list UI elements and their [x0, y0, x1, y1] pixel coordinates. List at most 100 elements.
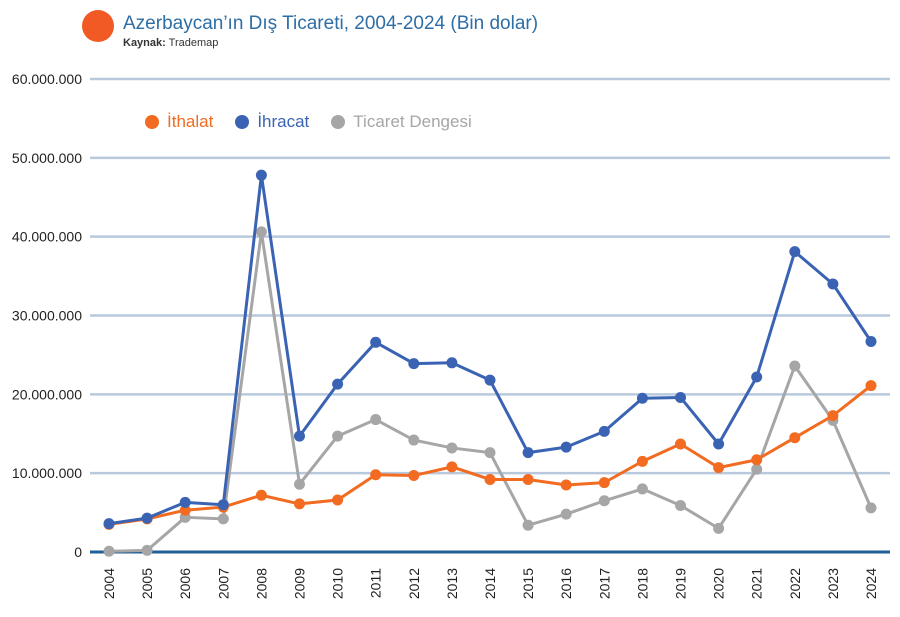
data-point — [484, 473, 496, 485]
source-value: Trademap — [168, 37, 219, 49]
data-point — [865, 502, 877, 514]
data-point — [865, 336, 877, 348]
data-point — [522, 447, 534, 459]
data-point — [484, 374, 496, 386]
x-tick-label: 2007 — [215, 568, 231, 599]
y-tick-label: 40.000.000 — [12, 229, 82, 245]
data-point — [103, 518, 115, 530]
data-point — [370, 414, 382, 426]
data-point — [713, 462, 725, 474]
data-point — [636, 483, 648, 495]
legend-marker-ithalat — [145, 115, 159, 129]
data-point — [675, 438, 686, 450]
x-tick-label: 2005 — [139, 568, 155, 599]
chart-source: Kaynak: Trademap — [123, 37, 218, 49]
data-point — [598, 495, 610, 507]
data-point — [751, 371, 763, 383]
data-point — [332, 430, 344, 442]
legend-item-ithalat: İthalat — [145, 112, 213, 132]
data-point — [294, 478, 305, 490]
y-tick-label: 50.000.000 — [12, 150, 82, 166]
data-point — [294, 498, 305, 510]
legend-label-ihracat: İhracat — [257, 112, 310, 131]
data-point — [636, 392, 648, 404]
data-point — [675, 499, 686, 511]
x-tick-label: 2012 — [406, 568, 422, 599]
x-tick-label: 2022 — [787, 568, 803, 599]
data-point — [560, 508, 572, 520]
data-point — [332, 494, 344, 506]
data-point — [370, 336, 382, 348]
data-point — [598, 425, 610, 437]
y-tick-label: 0 — [74, 544, 82, 560]
x-tick-label: 2014 — [482, 568, 498, 599]
legend-marker-ihracat — [235, 115, 250, 129]
data-point — [751, 463, 763, 475]
data-point — [179, 496, 191, 508]
data-point — [713, 522, 725, 534]
data-point — [560, 441, 572, 453]
legend-marker-ticaret-dengesi — [331, 115, 346, 129]
data-point — [141, 544, 153, 556]
data-point — [446, 442, 458, 454]
data-point — [865, 380, 877, 392]
data-point — [217, 499, 229, 511]
x-tick-label: 2013 — [444, 568, 460, 599]
x-tick-label: 2018 — [634, 568, 650, 599]
data-point — [789, 246, 801, 258]
data-point — [789, 432, 801, 444]
source-label: Kaynak: — [123, 37, 166, 49]
data-point — [294, 430, 305, 442]
chart-legend: İthalat İhracat Ticaret Dengesi — [145, 112, 472, 132]
data-point — [408, 434, 420, 446]
data-point — [332, 378, 344, 390]
x-tick-label: 2023 — [825, 568, 841, 599]
x-tick-label: 2021 — [749, 568, 765, 599]
x-tick-label: 2011 — [368, 568, 384, 598]
x-tick-label: 2016 — [558, 568, 574, 599]
x-tick-label: 2015 — [520, 568, 536, 599]
data-point — [522, 473, 534, 485]
data-point — [408, 470, 420, 482]
data-point — [141, 512, 153, 524]
y-tick-label: 30.000.000 — [12, 308, 82, 324]
legend-label-ithalat: İthalat — [167, 112, 214, 131]
y-tick-label: 20.000.000 — [12, 386, 82, 402]
data-point — [255, 489, 267, 501]
x-tick-label: 2008 — [253, 568, 269, 599]
y-tick-label: 10.000.000 — [12, 465, 82, 481]
data-point — [370, 469, 382, 481]
data-point — [255, 169, 267, 181]
data-point — [560, 479, 572, 491]
data-point — [789, 360, 801, 372]
data-point — [255, 226, 267, 238]
x-tick-label: 2017 — [596, 568, 612, 599]
data-point — [179, 504, 191, 516]
x-tick-label: 2019 — [673, 568, 689, 599]
data-point — [675, 391, 686, 403]
x-tick-label: 2010 — [330, 568, 346, 599]
data-point — [446, 461, 458, 473]
legend-item-ihracat: İhracat — [235, 112, 309, 132]
x-tick-label: 2004 — [101, 568, 117, 599]
header-dot — [82, 10, 114, 42]
data-point — [827, 278, 839, 290]
data-point — [598, 477, 610, 489]
data-point — [827, 410, 839, 422]
legend-item-ticaret-dengesi: Ticaret Dengesi — [331, 112, 472, 132]
data-point — [751, 454, 763, 466]
data-point — [103, 545, 115, 557]
y-tick-label: 60.000.000 — [12, 71, 82, 87]
chart-title: Azerbaycan’ın Dış Ticareti, 2004-2024 (B… — [123, 13, 539, 34]
data-point — [522, 519, 534, 531]
x-tick-label: 2006 — [177, 568, 193, 599]
data-point — [408, 358, 420, 370]
data-point — [636, 455, 648, 467]
x-tick-label: 2009 — [292, 568, 308, 599]
data-point — [217, 513, 229, 525]
legend-label-ticaret-dengesi: Ticaret Dengesi — [353, 112, 472, 131]
data-point — [446, 357, 458, 369]
data-point — [713, 438, 725, 450]
x-tick-label: 2024 — [863, 568, 879, 599]
